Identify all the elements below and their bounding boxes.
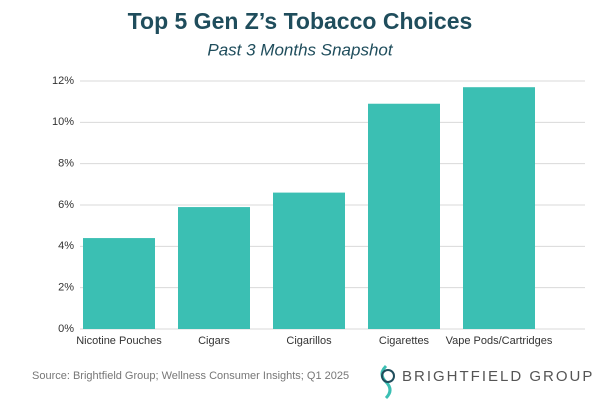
- bar: [273, 192, 345, 329]
- logo-icon: [381, 369, 395, 383]
- y-tick-label: 6%: [58, 199, 74, 211]
- brand-logo: BRIGHTFIELD GROUP: [380, 364, 594, 400]
- x-tick-label: Cigarillos: [286, 335, 332, 347]
- source-note: Source: Brightfield Group; Wellness Cons…: [32, 370, 349, 382]
- bar: [178, 207, 250, 329]
- y-tick-label: 4%: [58, 240, 74, 252]
- bar: [368, 103, 440, 329]
- y-tick-label: 2%: [58, 282, 74, 294]
- bar: [83, 238, 155, 329]
- bar: [463, 87, 535, 329]
- y-tick-label: 8%: [58, 158, 74, 170]
- x-tick-label: Vape Pods/Cartridges: [446, 335, 553, 347]
- x-tick-label: Cigars: [198, 335, 230, 347]
- chart-title: Top 5 Gen Z’s Tobacco Choices: [128, 8, 473, 34]
- brand-name: BRIGHTFIELD GROUP: [402, 368, 594, 385]
- x-tick-label: Cigarettes: [379, 335, 430, 347]
- chart-subtitle: Past 3 Months Snapshot: [207, 40, 394, 59]
- y-tick-label: 0%: [58, 323, 74, 335]
- y-tick-label: 12%: [52, 75, 74, 87]
- x-tick-label: Nicotine Pouches: [76, 335, 162, 347]
- y-tick-label: 10%: [52, 116, 74, 128]
